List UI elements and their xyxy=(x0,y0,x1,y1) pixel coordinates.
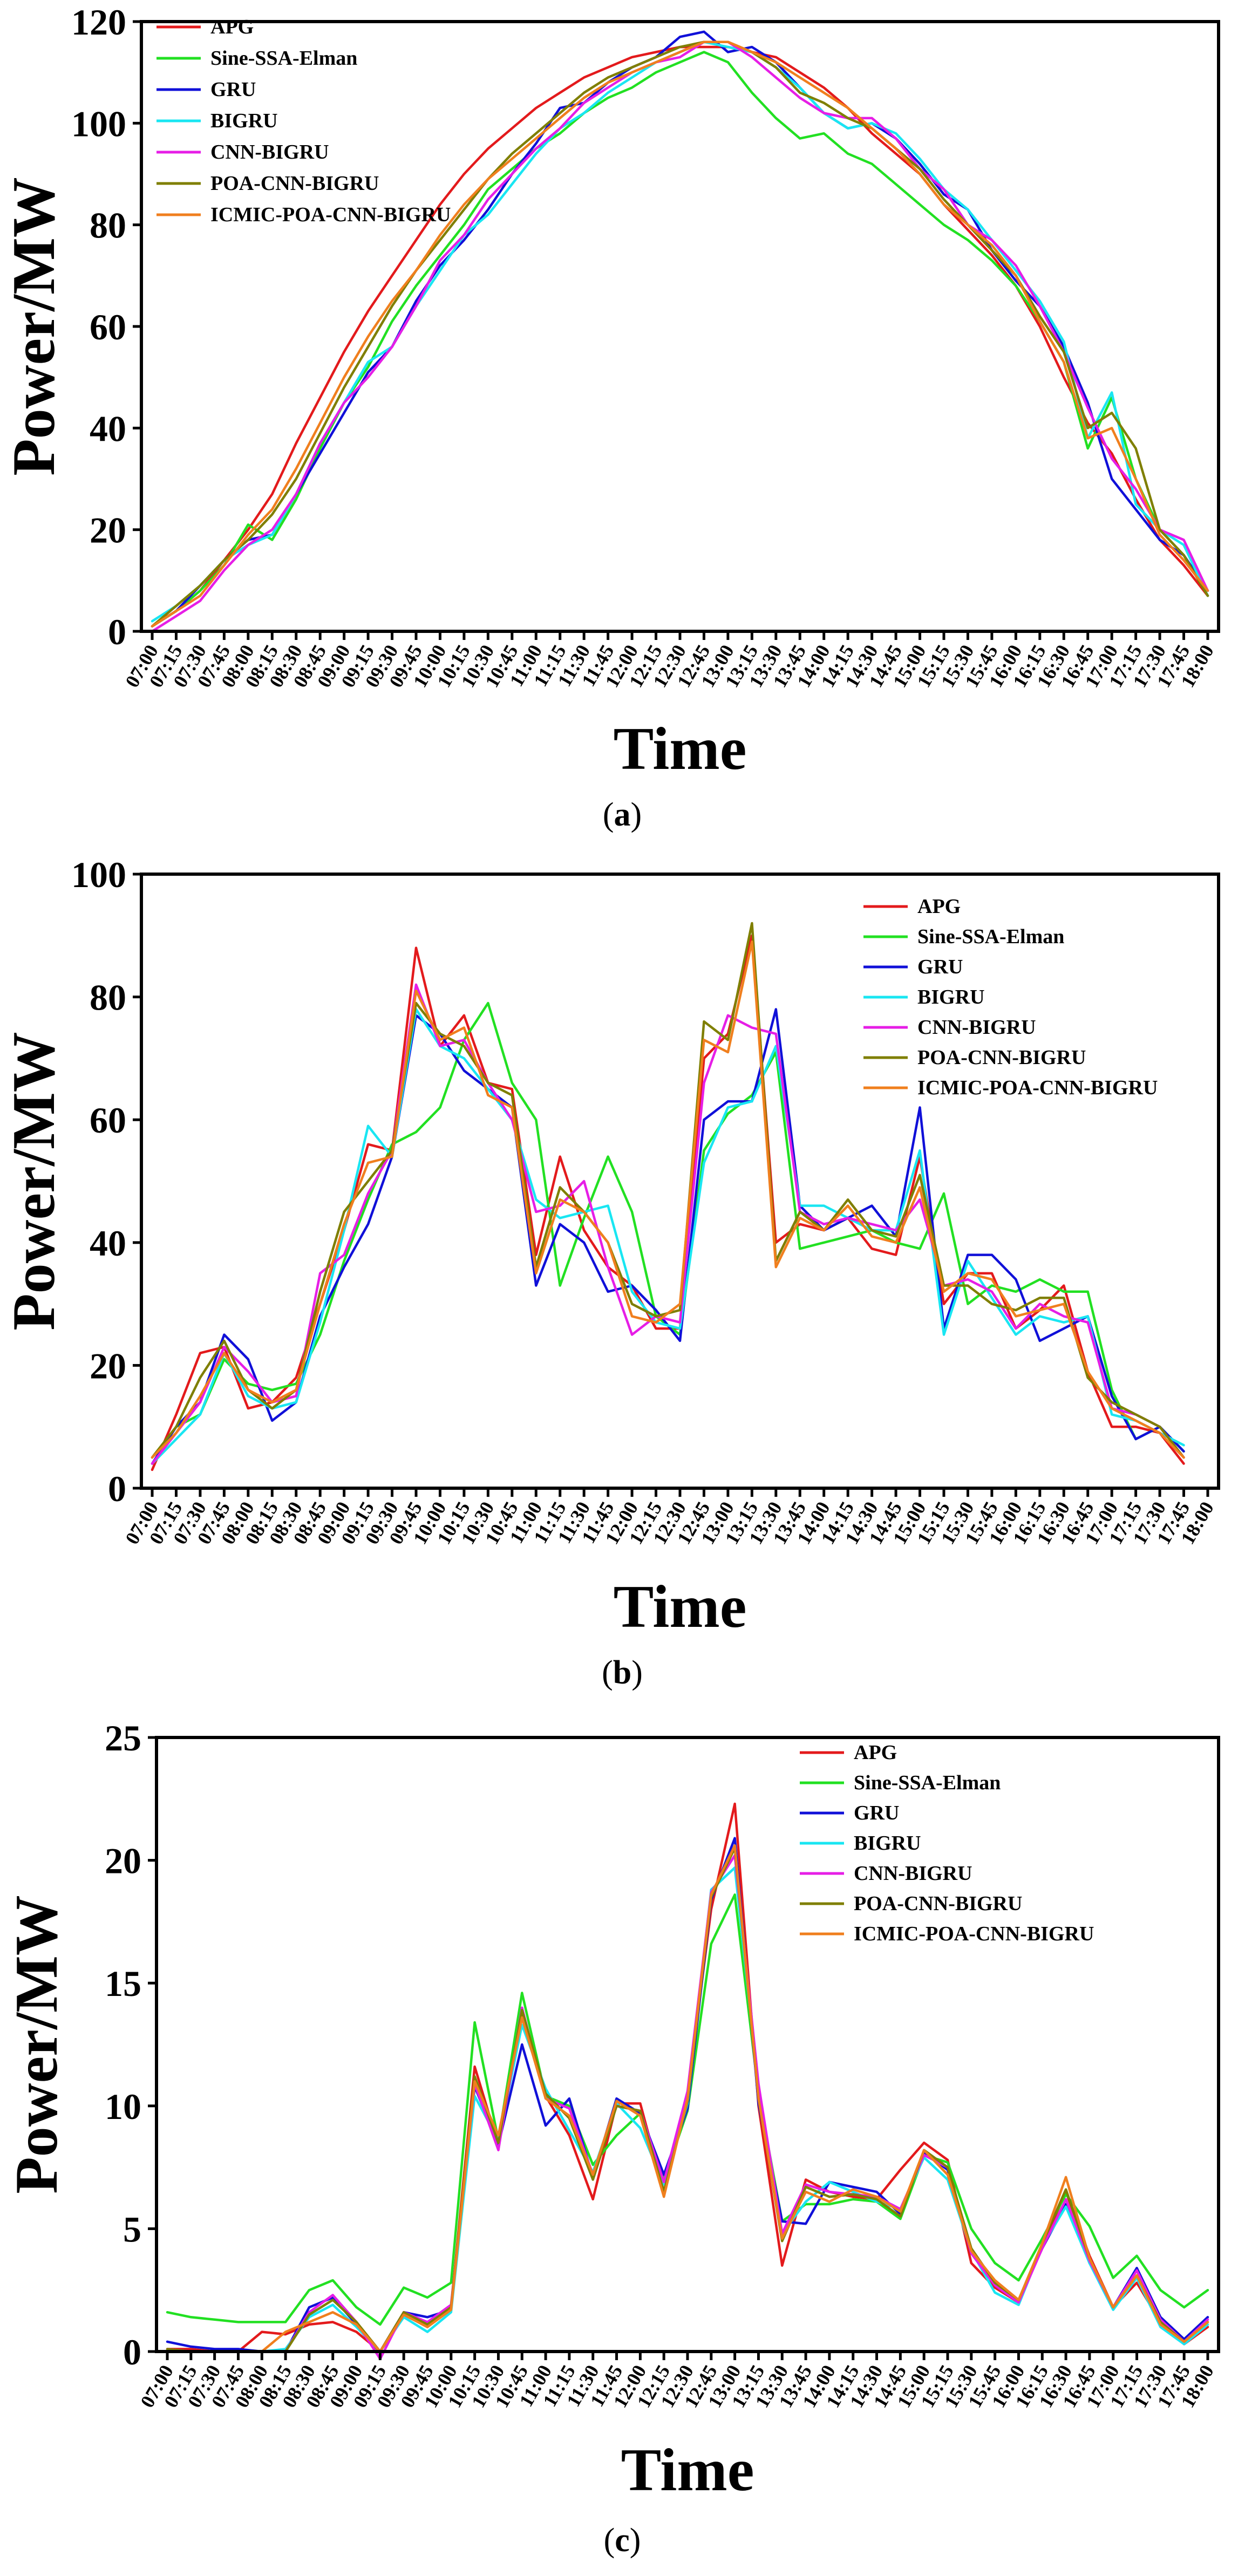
legend-entry-label: GRU xyxy=(917,956,963,978)
series-line-bigru xyxy=(151,1008,1185,1465)
legend-entry-label: BIGRU xyxy=(210,110,278,132)
series-line-icmic-poa-cnn-bigru xyxy=(151,940,1185,1459)
y-tick-label: 5 xyxy=(123,2209,141,2250)
y-axis-title: Power/MW xyxy=(1,1032,67,1331)
plot-area-frame xyxy=(140,873,1220,1490)
series-line-icmic-poa-cnn-bigru xyxy=(166,1844,1209,2353)
y-tick-label: 15 xyxy=(105,1963,141,2004)
caption-letter: a xyxy=(614,796,631,833)
series-line-poa-cnn-bigru xyxy=(151,922,1185,1459)
caption-close-paren: ) xyxy=(631,796,642,833)
legend-entry-label: APG xyxy=(917,895,961,918)
y-tick-label: 10 xyxy=(105,2086,141,2127)
chart-panel-a: 02040608010012007:0007:1507:3007:4508:00… xyxy=(1,2,1220,833)
legend-entry-label: ICMIC-POA-CNN-BIGRU xyxy=(210,203,451,226)
caption-letter: c xyxy=(615,2522,630,2559)
legend-entry-label: Sine-SSA-Elman xyxy=(917,925,1064,948)
legend-entry-label: GRU xyxy=(210,78,256,101)
y-tick-label: 100 xyxy=(71,858,126,895)
legend: APG Sine-SSA-Elman GRU BIGRU CNN-BIGRU POA-CN… xyxy=(157,16,451,226)
legend-entry-label: GRU xyxy=(854,1802,899,1824)
legend-entry-label: POA-CNN-BIGRU xyxy=(917,1046,1086,1069)
series-line-sine-ssa-elman xyxy=(151,51,1209,628)
legend-entry-label: POA-CNN-BIGRU xyxy=(210,172,379,195)
series-line-gru xyxy=(151,30,1209,628)
panel-caption: (b) xyxy=(602,1654,643,1691)
legend-entry-label: BIGRU xyxy=(854,1832,921,1855)
caption-close-paren: ) xyxy=(630,2522,641,2559)
legend-entry-label: CNN-BIGRU xyxy=(210,141,329,163)
series-lines xyxy=(151,922,1185,1471)
panel-caption: (c) xyxy=(604,2522,641,2559)
series-line-cnn-bigru xyxy=(151,40,1209,633)
y-tick-label: 80 xyxy=(90,977,126,1018)
x-axis-title: Time xyxy=(614,1573,747,1640)
caption-open-paren: ( xyxy=(602,1654,613,1691)
y-tick-label: 0 xyxy=(108,1468,126,1509)
legend: APG Sine-SSA-Elman GRU BIGRU CNN-BIGRU POA-CN… xyxy=(863,895,1158,1099)
y-tick-label: 20 xyxy=(90,1345,126,1386)
y-tick-label: 40 xyxy=(90,408,126,449)
caption-close-paren: ) xyxy=(631,1654,643,1691)
series-line-sine-ssa-elman xyxy=(151,1001,1185,1459)
caption-letter: b xyxy=(613,1654,631,1691)
legend-entry-label: Sine-SSA-Elman xyxy=(210,47,357,70)
legend-entry-label: BIGRU xyxy=(917,986,985,1008)
legend-entry-label: CNN-BIGRU xyxy=(854,1862,972,1885)
caption-open-paren: ( xyxy=(603,796,614,833)
series-line-poa-cnn-bigru xyxy=(151,40,1209,628)
series-line-apg xyxy=(166,1802,1209,2353)
y-tick-label: 25 xyxy=(105,1718,141,1759)
y-tick-label: 0 xyxy=(123,2332,141,2373)
chart-panel-b: 02040608010007:0007:1507:3007:4508:0008:… xyxy=(1,858,1220,1691)
legend-entry-label: Sine-SSA-Elman xyxy=(854,1771,1001,1794)
y-axis-title: Power/MW xyxy=(1,177,67,476)
y-tick-label: 40 xyxy=(90,1223,126,1264)
y-tick-label: 80 xyxy=(90,205,126,246)
y-tick-label: 60 xyxy=(90,1100,126,1141)
y-tick-label: 20 xyxy=(90,510,126,551)
series-lines xyxy=(166,1802,1209,2360)
series-lines xyxy=(151,30,1209,633)
legend-entry-label: ICMIC-POA-CNN-BIGRU xyxy=(917,1076,1158,1099)
plot-area-frame xyxy=(155,1736,1220,2353)
legend-entry-label: ICMIC-POA-CNN-BIGRU xyxy=(854,1923,1094,1945)
series-line-cnn-bigru xyxy=(151,983,1185,1465)
panel-caption: (a) xyxy=(603,796,642,833)
y-axis-title: Power/MW xyxy=(3,1895,70,2194)
legend-entry-label: APG xyxy=(854,1741,897,1764)
y-tick-label: 20 xyxy=(105,1841,141,1882)
legend-entry-label: APG xyxy=(210,16,254,38)
x-axis-title: Time xyxy=(621,2437,754,2504)
y-tick-label: 0 xyxy=(108,611,126,652)
legend: APG Sine-SSA-Elman GRU BIGRU CNN-BIGRU POA-CN… xyxy=(800,1741,1094,1945)
x-axis-title: Time xyxy=(614,715,747,782)
caption-open-paren: ( xyxy=(604,2522,615,2559)
y-tick-label: 100 xyxy=(71,103,126,144)
series-line-icmic-poa-cnn-bigru xyxy=(151,40,1209,628)
chart-panel-c: 051015202507:0007:1507:3007:4508:0008:15… xyxy=(3,1718,1220,2559)
plot-area-frame xyxy=(140,20,1220,633)
y-tick-label: 120 xyxy=(71,2,126,43)
legend-entry-label: POA-CNN-BIGRU xyxy=(854,1892,1022,1915)
y-tick-label: 60 xyxy=(90,306,126,347)
legend-entry-label: CNN-BIGRU xyxy=(917,1016,1036,1039)
